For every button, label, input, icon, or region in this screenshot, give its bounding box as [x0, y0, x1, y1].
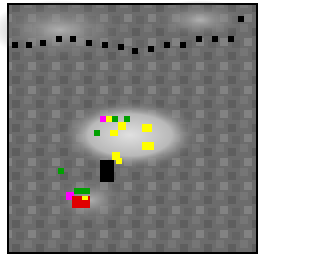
- unit: [110, 130, 118, 136]
- unit: [118, 122, 126, 130]
- marker: [40, 40, 46, 46]
- marker: [212, 36, 218, 42]
- map-view: [0, 0, 261, 255]
- page: (() => { const data = JSON.parse(documen…: [0, 0, 320, 255]
- marker: [228, 36, 234, 42]
- bright-area: [60, 100, 200, 170]
- unit: [94, 130, 100, 136]
- marker: [238, 16, 244, 22]
- structure: [100, 160, 114, 182]
- marker: [86, 40, 92, 46]
- unit: [106, 116, 112, 122]
- unit: [100, 116, 106, 122]
- unit: [142, 124, 152, 132]
- marker: [196, 36, 202, 42]
- unit: [124, 116, 130, 122]
- marker: [148, 46, 154, 52]
- unit: [82, 196, 88, 200]
- unit: [112, 116, 118, 122]
- unit: [142, 142, 154, 150]
- marker: [56, 36, 62, 42]
- light-area: [150, 0, 250, 40]
- marker: [102, 42, 108, 48]
- unit: [116, 158, 122, 164]
- marker: [26, 42, 32, 48]
- marker: [132, 48, 138, 54]
- unit: [74, 188, 90, 194]
- unit: [58, 168, 64, 174]
- marker: [12, 42, 18, 48]
- marker: [118, 44, 124, 50]
- marker: [180, 42, 186, 48]
- marker: [70, 36, 76, 42]
- marker: [164, 42, 170, 48]
